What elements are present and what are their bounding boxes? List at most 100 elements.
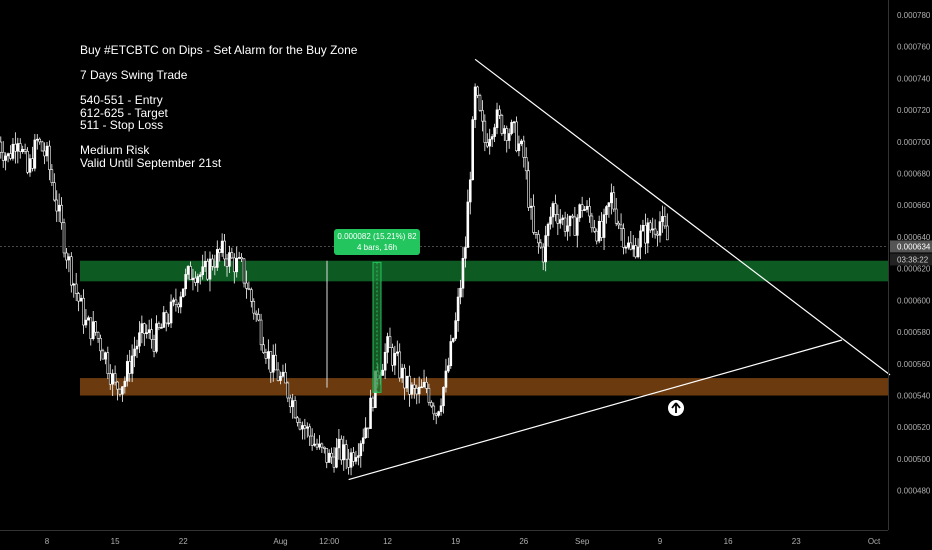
candle-body <box>74 283 78 294</box>
candle-body <box>349 452 353 468</box>
candle-body <box>425 381 428 389</box>
candle-body <box>276 369 280 381</box>
candle-body <box>342 444 346 461</box>
candle-body <box>444 370 448 388</box>
last-price-label: 0.000634 <box>897 242 931 251</box>
candle-body <box>1 151 5 161</box>
candle-body <box>405 375 409 389</box>
candle-body <box>150 329 153 340</box>
candle-body <box>461 257 465 289</box>
candle-body <box>466 201 470 248</box>
candle-body <box>174 299 178 305</box>
time-tick-label: Aug <box>273 537 287 546</box>
candle-body <box>386 336 389 353</box>
candle-body <box>303 425 307 429</box>
candles <box>0 83 669 476</box>
price-tick-label: 0.000760 <box>897 43 931 52</box>
candle-body <box>271 354 275 373</box>
candle-body <box>323 446 326 449</box>
candle-body <box>67 256 71 261</box>
candle-body <box>485 142 489 147</box>
candle-body <box>237 257 241 259</box>
candle-body <box>442 387 445 407</box>
candle-body <box>605 206 608 215</box>
time-tick-label: 12 <box>383 537 392 546</box>
candle-body <box>50 169 54 183</box>
candle-body <box>347 458 350 468</box>
candle-body <box>288 397 292 408</box>
candle-body <box>383 351 387 371</box>
candle-body <box>629 242 633 250</box>
candle-body <box>490 136 494 140</box>
candle-body <box>89 317 93 340</box>
candle-body <box>9 153 12 159</box>
candle-body <box>21 149 24 152</box>
candle-body <box>636 246 640 258</box>
candle-body <box>595 230 599 242</box>
candle-body <box>125 361 129 382</box>
candle-body <box>16 143 20 152</box>
candle-body <box>575 217 579 236</box>
candle-body <box>352 452 355 462</box>
time-tick-label: Sep <box>575 537 590 546</box>
candle-body <box>228 252 231 267</box>
candle-body <box>284 371 287 384</box>
candle-body <box>194 277 197 283</box>
candle-body <box>566 225 569 232</box>
candle-body <box>301 425 304 430</box>
candle-body <box>554 203 557 215</box>
candle-body <box>624 246 628 249</box>
candle-body <box>614 208 618 224</box>
candle-body <box>583 209 586 211</box>
candle-body <box>286 382 290 399</box>
candle-body <box>361 437 365 444</box>
candle-body <box>101 350 105 360</box>
time-axis[interactable]: 8 15 22 Aug 12:00 12 19 26 Sep 9 16 23 Oct <box>0 530 888 547</box>
candle-body <box>432 405 436 415</box>
trendline-lower <box>348 339 843 481</box>
candle-body <box>320 443 324 448</box>
candle-body <box>391 347 394 366</box>
candle-body <box>515 121 518 152</box>
candle-body <box>23 149 27 152</box>
candle-body <box>563 217 567 232</box>
candle-body <box>476 86 479 96</box>
candle-body <box>335 447 338 468</box>
candle-body <box>305 426 309 429</box>
candle-body <box>84 319 88 326</box>
candle-body <box>354 457 358 462</box>
candle-body <box>427 388 431 403</box>
candle-body <box>82 297 85 326</box>
candle-body <box>381 369 384 376</box>
candle-body <box>145 332 149 334</box>
price-axis[interactable]: 0.000780 0.000760 0.000740 0.000720 0.000700… <box>888 0 932 530</box>
measure-tool: 0.000082 (15.21%) 82 4 bars, 16h <box>326 229 420 393</box>
candle-body <box>529 205 533 208</box>
price-tick-label: 0.000580 <box>897 328 931 337</box>
candle-body <box>520 140 523 145</box>
candle-body <box>622 228 625 248</box>
candle-body <box>610 192 613 204</box>
candle-body <box>551 203 555 218</box>
candle-body <box>631 245 635 250</box>
candle-body <box>111 373 114 385</box>
candle-body <box>172 299 175 303</box>
candle-body <box>225 258 229 267</box>
time-tick-label: 9 <box>658 537 663 546</box>
candle-body <box>344 444 348 460</box>
candle-body <box>245 282 248 289</box>
candle-body <box>430 402 433 407</box>
candle-body <box>619 224 623 229</box>
candle-body <box>524 157 528 172</box>
candle-body <box>340 438 343 461</box>
candle-body <box>585 206 589 210</box>
price-tick-label: 0.000620 <box>897 265 931 274</box>
candle-body <box>400 367 404 379</box>
candle-body <box>160 327 163 329</box>
candle-body <box>220 240 224 253</box>
candle-body <box>267 351 270 359</box>
candle-body <box>167 322 170 325</box>
candle-body <box>106 352 110 375</box>
note-line: 511 - Stop Loss <box>80 118 164 132</box>
